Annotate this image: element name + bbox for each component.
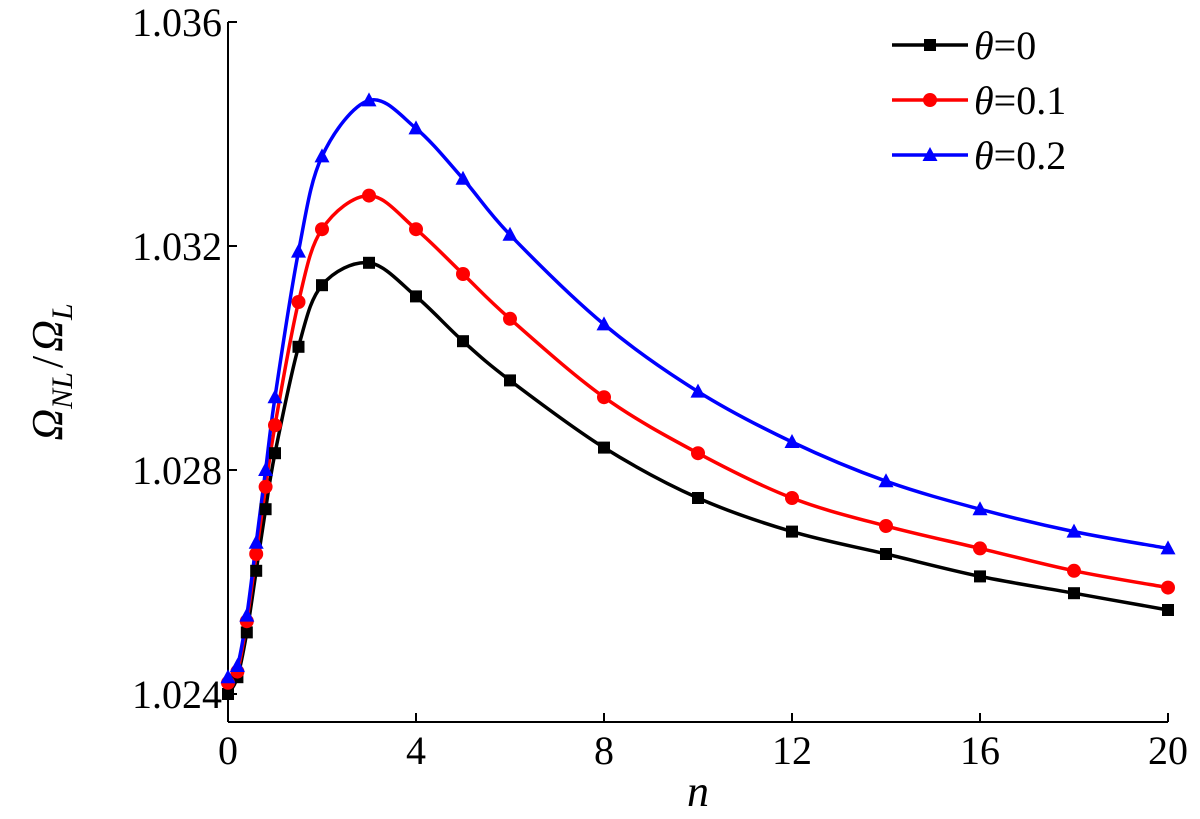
series-markers <box>220 92 1176 700</box>
y-axis-title-sub-nl: NL <box>46 372 79 410</box>
data-point-series-2 <box>878 473 894 488</box>
x-tick-label: 20 <box>1148 728 1188 773</box>
legend-label-value: =0.1 <box>994 78 1067 123</box>
data-point-series-1 <box>258 479 273 494</box>
series-line-0 <box>226 260 1169 695</box>
axes <box>227 22 1168 723</box>
x-axis-title: n <box>687 767 709 816</box>
data-point-series-0 <box>880 548 892 560</box>
data-point-series-2 <box>784 434 800 448</box>
data-point-series-2 <box>596 316 612 331</box>
y-axis-title-slash: / <box>23 355 72 368</box>
data-point-series-0 <box>363 256 375 269</box>
data-point-series-2 <box>291 243 306 258</box>
data-point-series-2 <box>248 534 264 549</box>
legend: θ=0θ=0.1θ=0.2 <box>892 23 1066 178</box>
x-tick-label: 4 <box>406 728 426 773</box>
data-point-series-2 <box>455 170 471 185</box>
x-tick-label: 0 <box>218 728 238 773</box>
data-point-series-1 <box>785 491 799 505</box>
data-point-series-0 <box>974 570 986 583</box>
x-tick-label: 8 <box>594 728 614 773</box>
data-point-series-0 <box>692 492 704 504</box>
y-tick-label: 1.036 <box>132 0 222 45</box>
legend-label: θ=0 <box>974 23 1036 68</box>
legend-label-value: =0 <box>994 23 1037 68</box>
y-tick-label: 1.032 <box>132 224 222 269</box>
data-point-series-1 <box>973 541 987 556</box>
data-point-series-2 <box>229 658 245 672</box>
data-point-series-0 <box>292 340 305 353</box>
data-point-series-2 <box>690 383 706 398</box>
y-axis-title-sub-l: L <box>46 303 79 321</box>
y-tick-label: 1.024 <box>132 672 222 717</box>
legend-marker <box>923 93 937 107</box>
legend-label-symbol: θ <box>974 133 994 178</box>
data-point-series-0 <box>259 503 272 516</box>
data-point-series-1 <box>1161 580 1175 595</box>
data-point-series-0 <box>786 525 798 538</box>
legend-label-symbol: θ <box>974 23 994 68</box>
data-point-series-1 <box>409 222 423 237</box>
data-point-series-2 <box>1160 540 1176 555</box>
data-point-series-1 <box>291 295 306 309</box>
x-tick-label: 16 <box>960 728 1000 773</box>
data-point-series-1 <box>1067 563 1081 578</box>
data-point-series-0 <box>1068 587 1080 600</box>
data-point-series-0 <box>1162 604 1174 616</box>
y-axis-title: ΩNL/ΩL <box>23 303 79 440</box>
y-axis-title-omega-l: Ω <box>23 320 72 352</box>
x-ticks: 0 4 8 12 16 20 <box>218 713 1188 773</box>
data-point-series-2 <box>267 389 283 404</box>
data-point-series-1 <box>503 311 517 326</box>
data-point-series-1 <box>315 222 329 237</box>
legend-marker <box>922 147 938 161</box>
x-tick-label: 12 <box>772 728 812 773</box>
data-point-series-2 <box>502 226 518 241</box>
data-point-series-2 <box>1066 523 1082 538</box>
data-point-series-1 <box>456 267 470 281</box>
legend-label-symbol: θ <box>974 78 994 123</box>
data-point-series-0 <box>222 688 234 700</box>
y-ticks: 1.024 1.028 1.032 1.036 <box>132 0 237 717</box>
data-point-series-0 <box>240 626 253 639</box>
legend-label: θ=0.1 <box>974 78 1066 123</box>
data-point-series-0 <box>316 279 328 292</box>
data-point-series-1 <box>362 188 376 203</box>
data-point-series-1 <box>691 446 705 461</box>
data-point-series-0 <box>269 447 281 460</box>
data-point-series-1 <box>597 390 611 405</box>
data-point-series-0 <box>250 564 263 577</box>
data-point-series-2 <box>408 120 424 135</box>
legend-label-value: =0.2 <box>994 133 1067 178</box>
data-point-series-2 <box>314 148 330 163</box>
data-point-series-0 <box>598 441 610 454</box>
data-point-series-0 <box>410 290 422 303</box>
data-point-series-2 <box>220 669 236 684</box>
data-point-series-1 <box>268 418 282 433</box>
legend-label: θ=0.2 <box>974 133 1066 178</box>
y-axis-title-omega-nl: Ω <box>23 409 72 441</box>
data-point-series-2 <box>239 607 255 622</box>
data-point-series-2 <box>972 501 988 516</box>
data-point-series-0 <box>504 374 516 387</box>
data-point-series-2 <box>361 92 377 107</box>
data-point-series-1 <box>249 547 264 561</box>
y-tick-label: 1.028 <box>132 448 222 493</box>
data-point-series-2 <box>258 462 274 476</box>
data-point-series-1 <box>879 519 893 533</box>
data-point-series-0 <box>457 335 469 348</box>
legend-marker <box>924 39 936 51</box>
